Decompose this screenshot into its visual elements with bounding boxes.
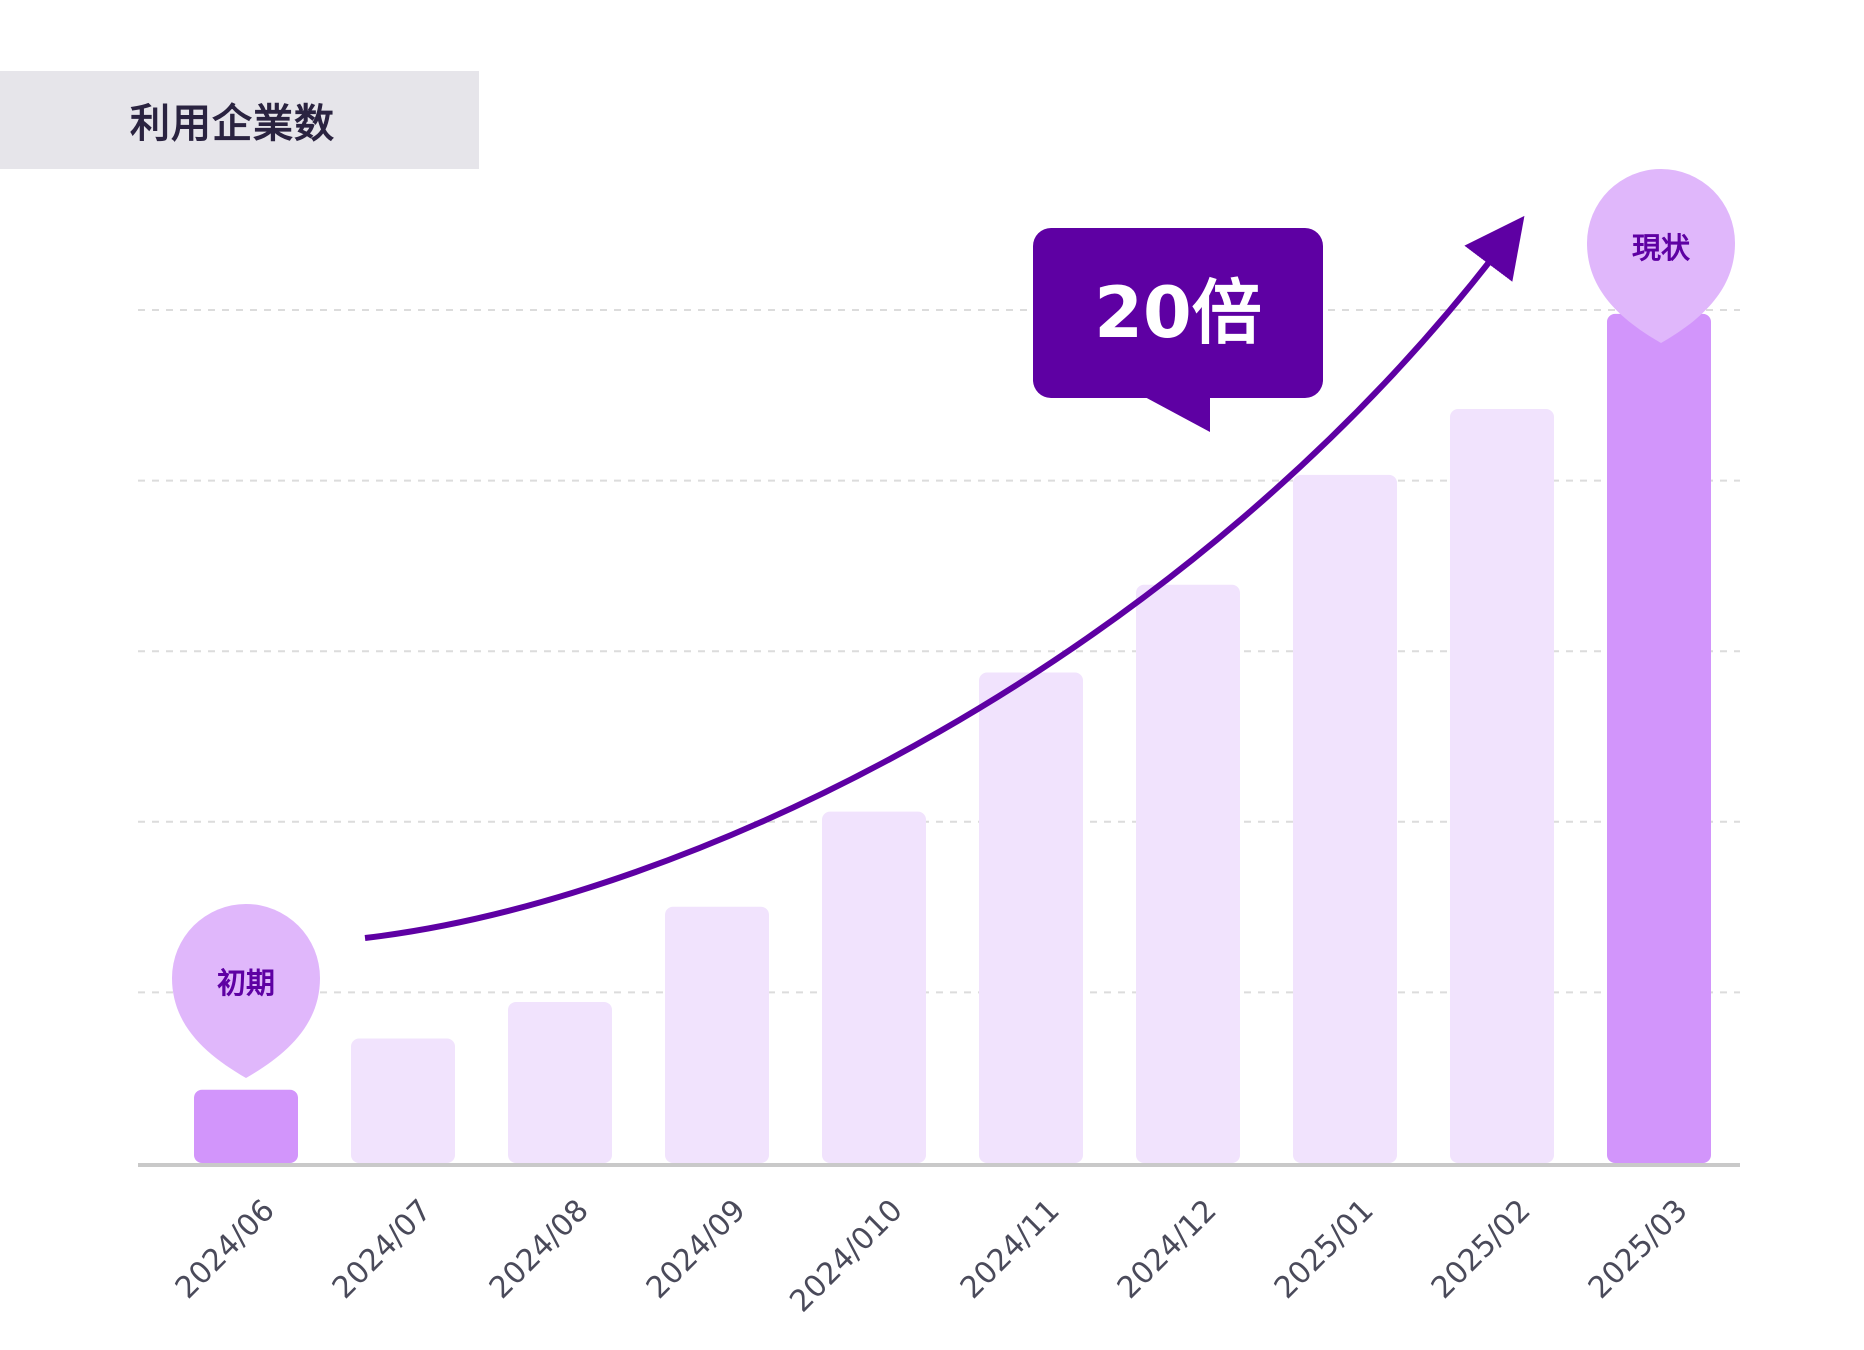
growth-callout-text: 20倍 <box>1094 272 1261 354</box>
bar-2024-09 <box>665 906 769 1163</box>
bar-2025-02 <box>1450 409 1554 1163</box>
start-pin-marker: 初期 <box>172 904 320 1078</box>
bar-2024-07 <box>351 1038 455 1163</box>
end-pin-marker: 現状 <box>1587 169 1735 343</box>
x-tick-label: 2024/08 <box>483 1193 596 1306</box>
growth-callout: 20倍 <box>1033 228 1323 432</box>
growth-arrow <box>364 215 1525 941</box>
chart-title-box: 利用企業数 <box>0 71 479 169</box>
x-tick-labels: 2024/06 2024/07 2024/08 2024/09 2024/010 2024… <box>169 1193 1695 1319</box>
start-pin-label: 初期 <box>217 966 275 1000</box>
x-tick-label: 2024/11 <box>954 1193 1067 1306</box>
x-tick-label: 2024/12 <box>1111 1193 1224 1306</box>
x-tick-label: 2024/010 <box>783 1193 909 1319</box>
x-tick-label: 2024/07 <box>326 1193 439 1306</box>
bar-2024-11 <box>979 672 1083 1163</box>
bar-2024-06 <box>194 1089 298 1163</box>
x-tick-label: 2025/02 <box>1425 1193 1538 1306</box>
bar-2025-01 <box>1293 474 1397 1163</box>
bar-2025-03 <box>1607 313 1711 1163</box>
end-pin-label: 現状 <box>1632 231 1691 265</box>
x-tick-label: 2024/06 <box>169 1193 282 1306</box>
bar-2024-12 <box>1136 584 1240 1163</box>
x-tick-label: 2025/03 <box>1582 1193 1695 1306</box>
bar-2024-08 <box>508 1001 612 1163</box>
bar-2024-010 <box>822 811 926 1163</box>
chart-title: 利用企業数 <box>130 101 335 147</box>
x-tick-label: 2025/01 <box>1268 1193 1381 1306</box>
bars <box>194 313 1711 1163</box>
x-tick-label: 2024/09 <box>640 1193 753 1306</box>
